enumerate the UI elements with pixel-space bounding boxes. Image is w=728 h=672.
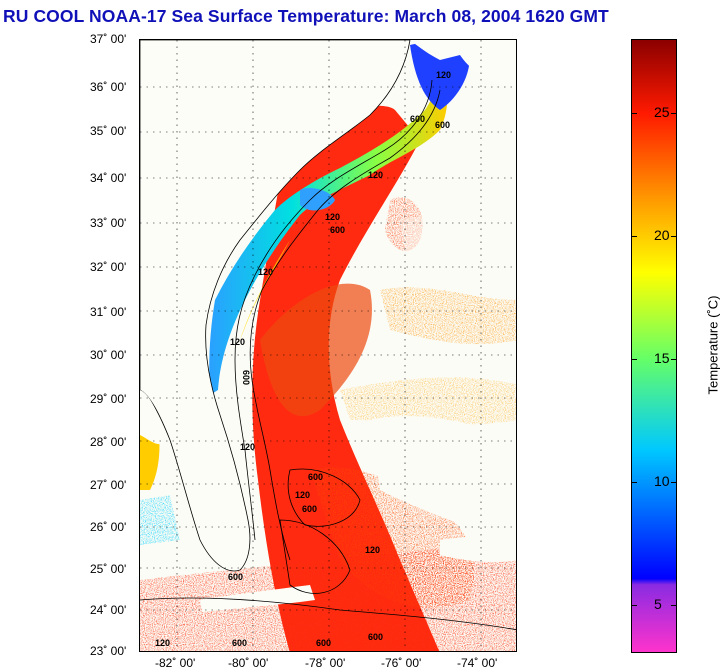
colorbar-mark — [631, 113, 637, 114]
cloud-cover — [370, 214, 516, 563]
shelf-gradient-band — [209, 65, 448, 395]
contour-label: 600 — [435, 120, 450, 130]
contour-label: 120 — [295, 490, 310, 500]
graticule — [140, 40, 516, 651]
big-bend-land — [140, 390, 168, 445]
shelf-water — [140, 42, 470, 545]
gulf-stream-core — [252, 105, 440, 651]
colorbar-mark — [671, 605, 677, 606]
offshore-orange-band — [380, 287, 516, 345]
lat-label-26: 26˚ 00' — [90, 520, 127, 534]
sst-map: 120 120 120 600 600 120 120 600 120 120 … — [139, 39, 517, 652]
contour-label: 600 — [410, 114, 425, 124]
lat-label-27: 27˚ 00' — [90, 478, 127, 492]
lon-label-82: -82˚ 00' — [155, 656, 196, 670]
lon-label-80: -80˚ 00' — [228, 656, 269, 670]
cloud-east-upper — [400, 214, 516, 297]
contour-label: 600 — [316, 638, 331, 648]
lon-label-76: -76˚ 00' — [381, 656, 422, 670]
contour-label: 120 — [240, 442, 255, 452]
lat-label-37: 37˚ 00' — [90, 32, 127, 46]
cold-water-north — [410, 42, 470, 110]
contour-bahamas-2 — [279, 519, 351, 594]
southern-warm-field — [140, 540, 516, 651]
colorbar-tick-5: 5 — [654, 596, 662, 612]
lat-label-30: 30˚ 00' — [90, 348, 127, 362]
bathymetry-contours — [140, 79, 516, 631]
colorbar-tick-25: 25 — [654, 104, 670, 120]
northern-land — [410, 40, 516, 90]
contour-label: 600 — [308, 472, 323, 482]
colorbar-tick-10: 10 — [654, 473, 670, 489]
lat-label-25: 25˚ 00' — [90, 562, 127, 576]
lat-label-34: 34˚ 00' — [90, 171, 127, 185]
contour-label: 120 — [436, 70, 451, 80]
land — [140, 40, 516, 612]
colorbar-mark — [671, 482, 677, 483]
shelf-blue-bulge — [300, 188, 335, 211]
map-title: RU COOL NOAA-17 Sea Surface Temperature:… — [3, 6, 609, 26]
contour-label: 600 — [330, 225, 345, 235]
contour-south — [140, 597, 516, 631]
colorbar-tick-15: 15 — [654, 350, 670, 366]
colorbar-mark — [631, 236, 637, 237]
contour-label: 600 — [228, 572, 243, 582]
lat-label-24: 24˚ 00' — [90, 603, 127, 617]
contour-label: 120 — [368, 170, 383, 180]
colorbar-tick-20: 20 — [654, 227, 670, 243]
gulf-stream-region — [140, 105, 516, 651]
sst-map-graphic: 120 120 120 600 600 120 120 600 120 120 … — [140, 40, 516, 651]
contour-label: 600 — [368, 632, 383, 642]
contour-label: 120 — [325, 212, 340, 222]
contour-600 — [249, 89, 441, 561]
cloud-strip — [440, 536, 516, 563]
lat-label-31: 31˚ 00' — [90, 305, 127, 319]
colorbar-mark — [631, 482, 637, 483]
offshore-orange-patch — [340, 377, 516, 425]
contour-label: 600 — [241, 370, 251, 385]
lat-label-23: 23˚ 00' — [90, 644, 127, 658]
temperature-colorbar — [631, 39, 677, 653]
colorbar-mark — [671, 236, 677, 237]
eddy-warm — [260, 283, 372, 417]
cloud-east-lower — [370, 416, 516, 540]
colorbar-mark — [631, 359, 637, 360]
lat-label-28: 28˚ 00' — [90, 435, 127, 449]
lat-label-32: 32˚ 00' — [90, 260, 127, 274]
contour-label: 120 — [258, 267, 273, 277]
colorbar-mark — [671, 113, 677, 114]
colorbar-label: Temperature (˚C) — [705, 295, 721, 395]
lat-label-33: 33˚ 00' — [90, 216, 127, 230]
contour-label: 120 — [365, 545, 380, 555]
lon-label-74: -74˚ 00' — [457, 656, 498, 670]
colorbar-mark — [671, 359, 677, 360]
contour-label: 120 — [155, 638, 170, 648]
gulf-cyan-patch — [140, 495, 180, 545]
contour-label: 600 — [232, 638, 247, 648]
contour-120 — [234, 79, 433, 541]
lat-label-29: 29˚ 00' — [90, 392, 127, 406]
contour-bahamas-1 — [287, 468, 361, 527]
contour-label-group: 120 120 120 600 600 120 120 600 120 120 … — [155, 70, 451, 648]
contour-label: 120 — [230, 337, 245, 347]
florida-and-coast — [140, 40, 411, 572]
lat-label-36: 36˚ 00' — [90, 80, 127, 94]
colorbar-mark — [631, 605, 637, 606]
contour-label: 600 — [302, 504, 317, 514]
lat-label-35: 35˚ 00' — [90, 124, 127, 138]
cuba-land — [200, 585, 315, 612]
lon-label-78: -78˚ 00' — [305, 656, 346, 670]
